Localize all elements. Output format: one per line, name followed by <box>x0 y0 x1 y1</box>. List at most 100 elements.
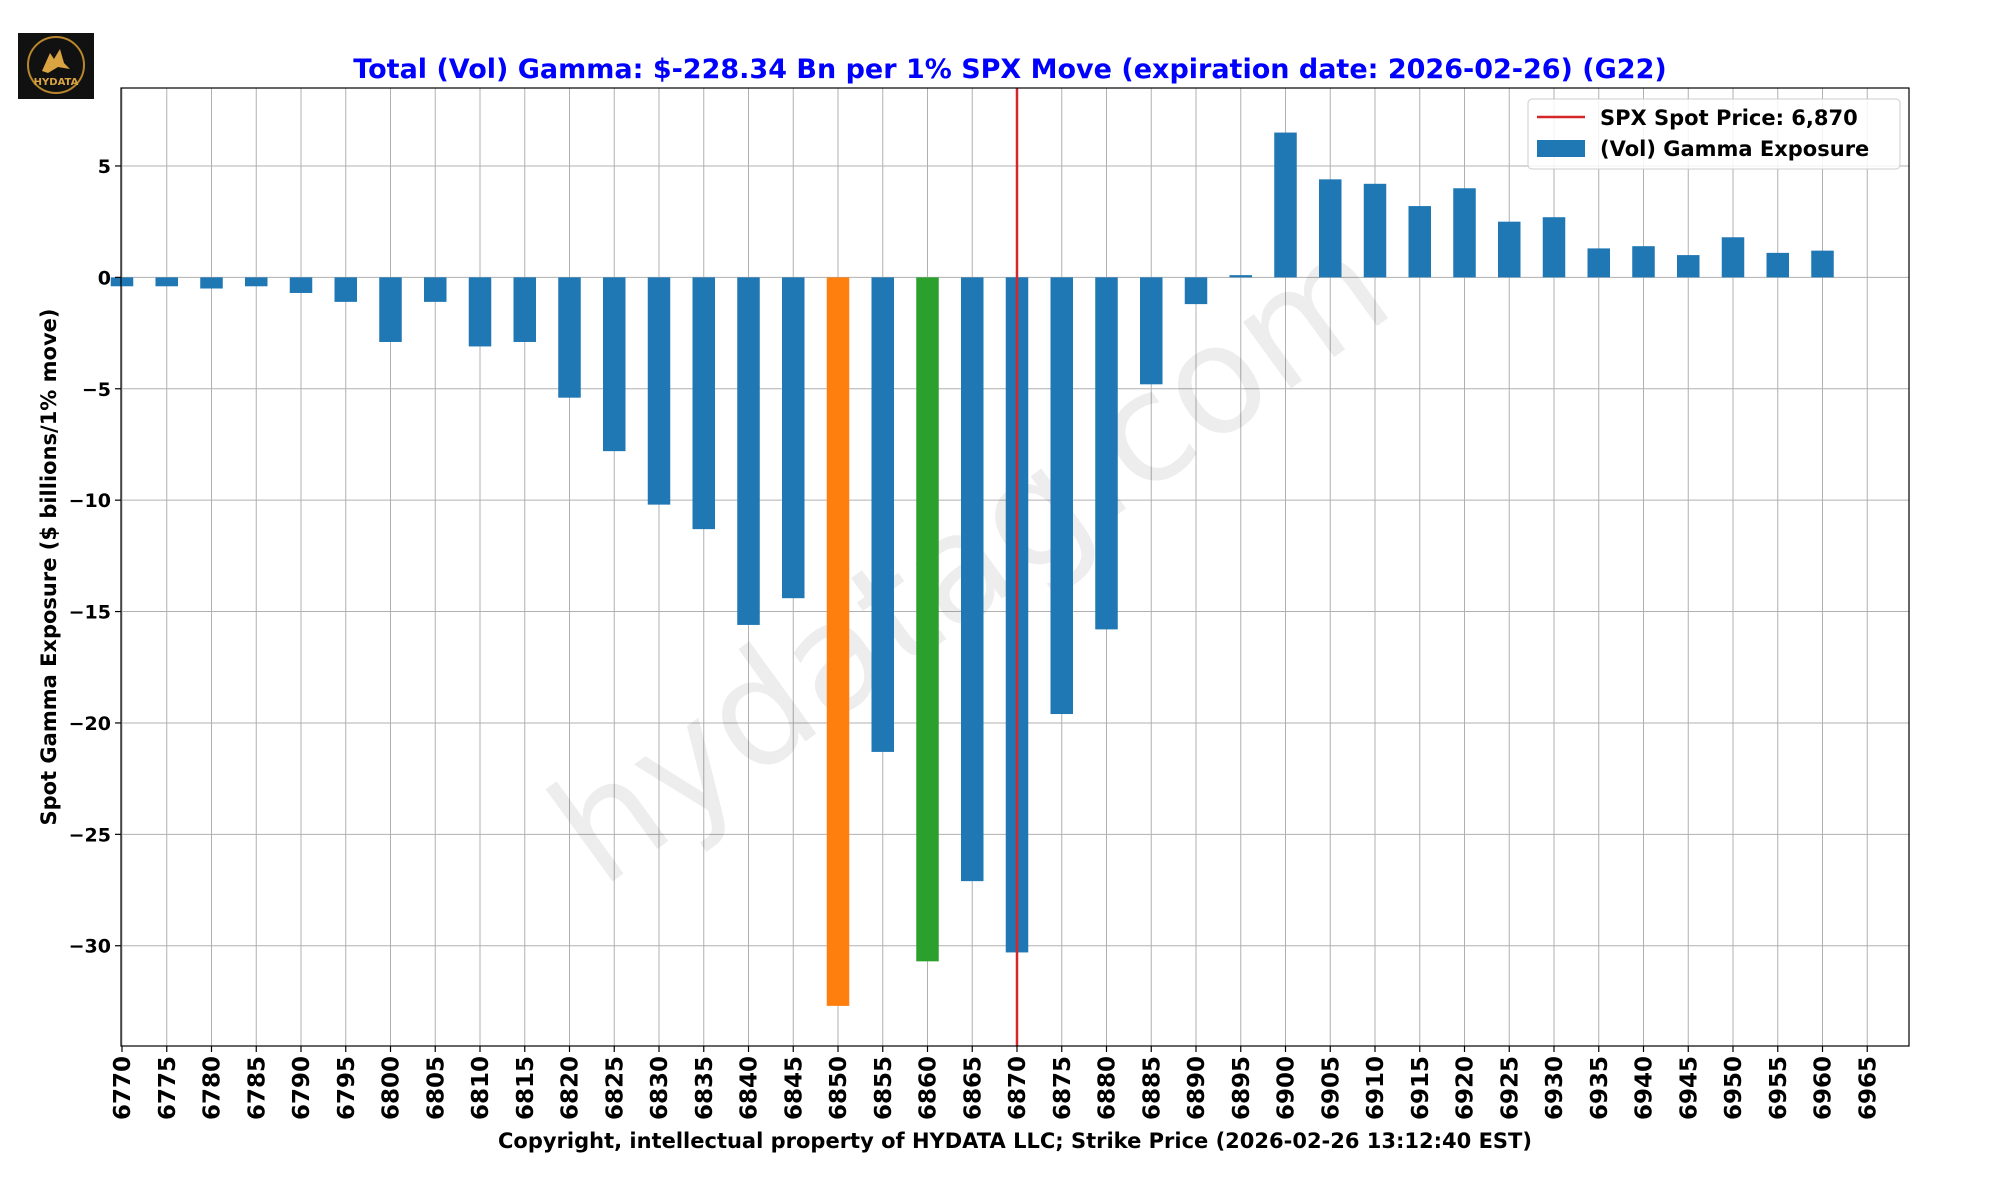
x-tick-label: 6800 <box>379 1056 405 1120</box>
x-tick-label: 6945 <box>1676 1056 1702 1120</box>
bar-6915 <box>1408 206 1431 278</box>
bar-6845 <box>782 277 805 599</box>
x-tick-label: 6925 <box>1497 1056 1523 1120</box>
x-axis-label: Copyright, intellectual property of HYDA… <box>498 1129 1532 1153</box>
bar-6935 <box>1587 248 1610 278</box>
bar-6920 <box>1453 188 1476 278</box>
bar-6850 <box>826 277 850 1006</box>
x-tick-label: 6785 <box>244 1056 270 1120</box>
x-tick-label: 6960 <box>1811 1056 1837 1120</box>
bar-6820 <box>558 277 581 398</box>
y-tick-label: −25 <box>69 824 111 846</box>
x-tick-label: 6870 <box>1005 1056 1031 1120</box>
bar-6840 <box>737 277 760 625</box>
x-tick-label: 6860 <box>916 1056 942 1120</box>
bar-6875 <box>1050 277 1073 715</box>
y-axis-label: Spot Gamma Exposure ($ billions/1% move) <box>37 309 61 826</box>
x-tick-label: 6825 <box>602 1056 628 1120</box>
y-tick-label: 5 <box>98 156 111 178</box>
x-tick-label: 6905 <box>1318 1056 1344 1120</box>
bar-6810 <box>468 277 492 347</box>
x-tick-label: 6855 <box>871 1056 897 1120</box>
bar-6775 <box>155 277 178 287</box>
x-tick-label: 6935 <box>1587 1056 1613 1120</box>
x-tick-label: 6915 <box>1408 1056 1434 1120</box>
bar-6880 <box>1095 277 1118 630</box>
x-tick-label: 6840 <box>737 1056 763 1120</box>
bar-6835 <box>692 277 715 530</box>
x-tick-label: 6795 <box>334 1056 360 1120</box>
x-tick-label: 6895 <box>1229 1056 1255 1120</box>
x-tick-label: 6880 <box>1095 1056 1121 1120</box>
x-tick-label: 6920 <box>1453 1056 1479 1120</box>
x-tick-label: 6810 <box>468 1056 494 1120</box>
bar-6795 <box>334 277 357 302</box>
legend: SPX Spot Price: 6,870 (Vol) Gamma Exposu… <box>1527 98 1901 170</box>
bar-6955 <box>1766 252 1789 278</box>
x-tick-label: 6955 <box>1766 1056 1792 1120</box>
bar-6815 <box>513 277 536 342</box>
plot-frame <box>120 87 1910 1047</box>
x-tick-label: 6950 <box>1721 1056 1747 1120</box>
y-tick-label: −20 <box>69 713 111 735</box>
x-tick-label: 6775 <box>155 1056 181 1120</box>
y-tick-label: −5 <box>82 379 111 401</box>
x-tick-label: 6815 <box>513 1056 539 1120</box>
bar-6785 <box>245 277 268 287</box>
bar-6855 <box>871 277 894 752</box>
hydata-logo: HYDATA <box>18 33 94 99</box>
x-tick-label: 6965 <box>1855 1056 1881 1120</box>
bar-6865 <box>961 277 984 882</box>
bar-6945 <box>1677 255 1700 278</box>
legend-box <box>1527 98 1901 170</box>
bar-6830 <box>647 277 671 505</box>
x-tick-label: 6940 <box>1632 1056 1658 1120</box>
bar-6890 <box>1184 277 1208 305</box>
x-tick-label: 6845 <box>781 1056 807 1120</box>
bar-6885 <box>1140 277 1163 385</box>
bar-6800 <box>379 277 402 342</box>
bar-6860 <box>916 277 939 962</box>
x-tick-label: 6865 <box>960 1056 986 1120</box>
bar-6950 <box>1721 237 1745 278</box>
bar-6905 <box>1319 179 1342 278</box>
legend-series-swatch <box>1537 140 1585 157</box>
x-tick-label: 6790 <box>289 1056 315 1120</box>
x-axis-ticks: 6770 6775 6780 6785 6790 6795 6800 6805 6810 6815… <box>110 1046 1881 1120</box>
x-tick-label: 6850 <box>826 1056 852 1120</box>
bar-6925 <box>1498 221 1521 278</box>
bar-6790 <box>289 277 313 293</box>
bar-6930 <box>1542 217 1566 278</box>
x-tick-label: 6830 <box>647 1056 673 1120</box>
legend-spot-label: SPX Spot Price: 6,870 <box>1600 106 1858 130</box>
chart-title: Total (Vol) Gamma: $-228.34 Bn per 1% SP… <box>353 54 1666 85</box>
bar-6960 <box>1811 250 1834 278</box>
x-tick-label: 6770 <box>110 1056 136 1120</box>
x-tick-label: 6875 <box>1050 1056 1076 1120</box>
logo-text: HYDATA <box>33 77 79 88</box>
bar-6780 <box>200 277 223 289</box>
x-tick-label: 6805 <box>423 1056 449 1120</box>
x-tick-label: 6890 <box>1184 1056 1210 1120</box>
bar-6895 <box>1229 275 1252 278</box>
y-tick-label: −10 <box>69 490 111 512</box>
bar-6940 <box>1632 246 1655 278</box>
bar-6900 <box>1274 132 1297 278</box>
x-tick-label: 6820 <box>558 1056 584 1120</box>
wolf-logo-icon <box>27 36 85 94</box>
bar-6805 <box>424 277 447 302</box>
bar-6825 <box>603 277 626 452</box>
bar-6770 <box>110 277 134 287</box>
x-tick-label: 6930 <box>1542 1056 1568 1120</box>
y-tick-label: −30 <box>69 936 111 958</box>
x-tick-label: 6835 <box>692 1056 718 1120</box>
y-tick-label: −15 <box>69 602 111 624</box>
x-tick-label: 6900 <box>1274 1056 1300 1120</box>
legend-series-label: (Vol) Gamma Exposure <box>1600 137 1869 161</box>
x-tick-label: 6780 <box>200 1056 226 1120</box>
x-tick-label: 6885 <box>1139 1056 1165 1120</box>
y-axis-ticks: 5 0 −5 −10 −15 −20 −25 −30 <box>69 156 121 958</box>
y-tick-label: 0 <box>98 267 111 289</box>
x-tick-label: 6910 <box>1363 1056 1389 1120</box>
